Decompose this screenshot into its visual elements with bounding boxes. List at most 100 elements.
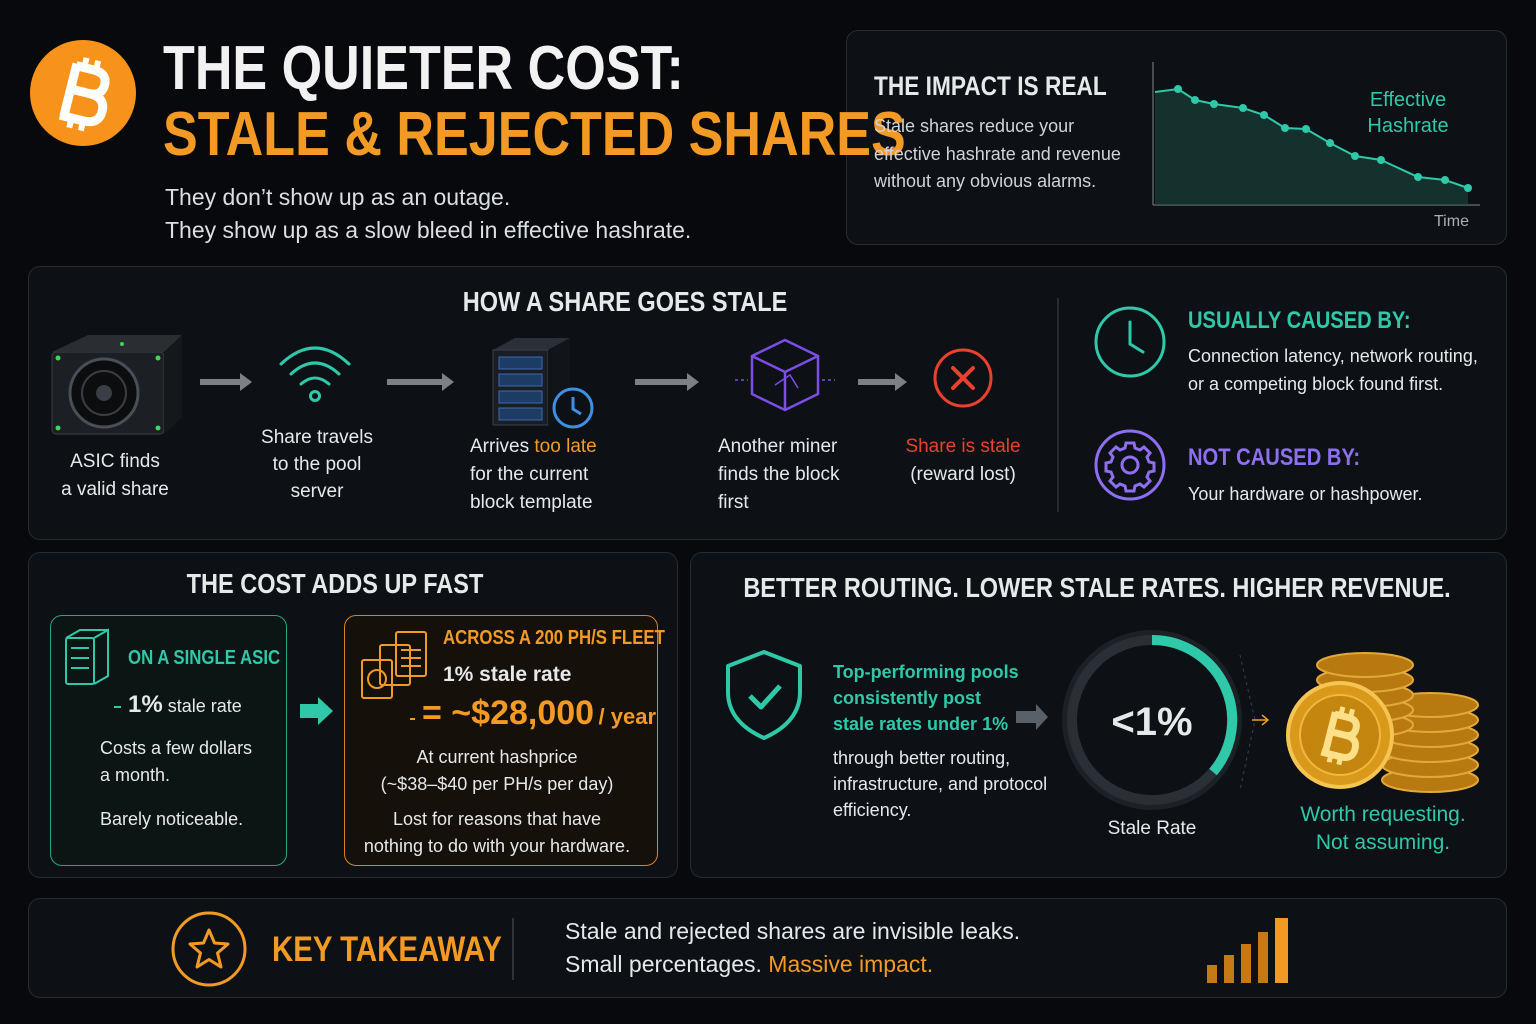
heading: THE COST ADDS UP FAST — [186, 568, 484, 599]
text: infrastructure, and protocol — [833, 774, 1048, 794]
highlight: stale rates under 1% — [833, 714, 1009, 734]
icon-shape — [774, 373, 799, 389]
icon-shape — [1128, 320, 1145, 354]
icon-shape — [498, 373, 543, 387]
icon-shape — [1224, 955, 1234, 983]
text: Lost for reasons that have — [392, 809, 602, 829]
icon-shape — [1094, 429, 1166, 501]
icon-shape — [65, 637, 95, 685]
amount: = ~$28,000 / year — [422, 696, 656, 730]
icon-shape — [279, 346, 351, 366]
icon-shape — [751, 354, 819, 410]
chart-label: Effective — [1369, 89, 1447, 111]
text: Connection latency, network routing, — [1188, 346, 1478, 366]
icon-shape — [120, 342, 124, 346]
icon-shape — [361, 631, 427, 699]
icon-shape — [309, 390, 321, 402]
axis-label: Time — [1434, 213, 1469, 230]
icon-shape — [1062, 630, 1242, 810]
icon-shape — [1326, 706, 1356, 766]
closing: Worth requesting. — [1300, 803, 1466, 826]
text: efficiency. — [833, 800, 912, 820]
icon-shape — [200, 373, 907, 391]
icon-shape — [933, 348, 993, 408]
text: Small percentages. — [565, 951, 762, 977]
icon-shape — [52, 335, 182, 352]
icon-shape — [1239, 654, 1256, 791]
step-text: block template — [470, 492, 593, 513]
icon-shape — [1260, 111, 1268, 119]
icon-shape — [55, 342, 161, 431]
text: Arrives — [470, 436, 530, 457]
gauge-value: <1% — [1111, 700, 1193, 744]
icon-shape — [1281, 124, 1289, 132]
icon-shape — [1326, 139, 1334, 147]
gauge-label: Stale Rate — [1107, 818, 1197, 839]
icon-shape — [726, 650, 802, 740]
icon-shape — [58, 61, 110, 127]
icon-shape — [1104, 441, 1156, 493]
text: (~$38–$40 per PH/s per day) — [380, 774, 614, 794]
text: Stale and rejected shares are invisible … — [565, 918, 1021, 944]
icon-shape — [1016, 704, 1048, 730]
icon-shape — [498, 407, 543, 421]
step-text: for the current — [470, 464, 589, 485]
text: At current hashprice — [416, 747, 578, 767]
text: or a competing block found first. — [1188, 374, 1444, 394]
icon-shape — [1275, 918, 1288, 983]
icon-shape — [1252, 714, 1270, 726]
icon-shape — [498, 356, 543, 370]
icon-shape — [96, 385, 112, 401]
icon-shape — [1464, 184, 1472, 192]
rate: 1% stale rate — [128, 693, 242, 717]
icon-shape — [1302, 125, 1310, 133]
icon-shape — [299, 376, 331, 386]
icon-shape — [200, 373, 252, 391]
icon-shape — [395, 631, 427, 677]
step-text: a valid share — [61, 479, 169, 500]
icon-shape — [1174, 85, 1182, 93]
text: Your hardware or hashpower. — [1188, 484, 1423, 504]
chart-label: Hashrate — [1367, 115, 1449, 137]
icon-shape — [387, 373, 454, 391]
icon-shape — [1191, 96, 1199, 104]
heading: KEY TAKEAWAY — [272, 930, 502, 969]
icon-shape — [81, 370, 127, 416]
title: THE QUIETER COST: — [163, 34, 684, 103]
icon-shape — [367, 669, 387, 689]
icon-shape — [155, 425, 161, 431]
icon-shape — [1151, 634, 1238, 776]
icon-shape — [1377, 156, 1385, 164]
icon-shape — [1174, 85, 1472, 192]
icon-shape — [1207, 918, 1288, 983]
step-text: to the pool — [272, 454, 362, 475]
step-text: Another miner — [718, 436, 838, 457]
highlight: consistently post — [833, 688, 982, 708]
icon-shape — [1316, 652, 1414, 678]
icon-shape — [951, 366, 975, 390]
icon-shape — [164, 335, 182, 434]
icon-shape — [1210, 100, 1218, 108]
icon-shape — [726, 650, 802, 740]
icon-shape — [1414, 173, 1422, 181]
icon-shape — [1351, 152, 1359, 160]
step-text: Share travels — [261, 427, 373, 448]
icon-shape — [1441, 176, 1449, 184]
subtitle: They don’t show up as an outage. — [165, 184, 511, 210]
heading: THE IMPACT IS REAL — [874, 71, 1107, 101]
icon-shape — [58, 57, 110, 132]
title: STALE & REJECTED SHARES — [163, 100, 906, 169]
icon-shape — [1286, 652, 1479, 793]
icon-shape — [55, 355, 61, 361]
icon-shape — [1094, 306, 1166, 378]
icon-shape — [1258, 932, 1268, 983]
icon-shape — [498, 356, 543, 421]
icon-shape — [401, 649, 421, 667]
text: a month. — [100, 765, 171, 785]
highlight: Share is stale — [905, 436, 1021, 457]
closing: Not assuming. — [1315, 831, 1451, 854]
icon-shape — [498, 390, 543, 404]
icon-shape — [735, 338, 835, 412]
icon-shape — [635, 373, 699, 391]
